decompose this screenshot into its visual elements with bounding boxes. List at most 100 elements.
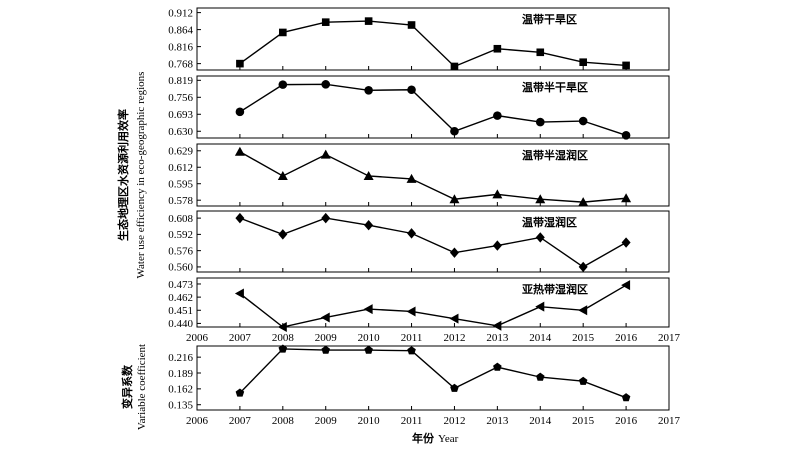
series-line — [239, 151, 627, 203]
x-tick-label: 2011 — [401, 332, 423, 344]
data-point — [235, 107, 245, 117]
data-point — [621, 393, 631, 402]
y-tick-label: 0.768 — [168, 58, 193, 70]
x-tick-label: 2008 — [272, 415, 295, 427]
data-point — [493, 111, 502, 120]
x-tick-label: 2006 — [186, 332, 209, 344]
x-tick-label: 2017 — [658, 415, 681, 427]
data-point — [406, 173, 417, 183]
y-tick-label: 0.189 — [168, 368, 193, 380]
data-point — [535, 372, 545, 381]
data-point — [277, 322, 287, 332]
data-point — [321, 345, 331, 354]
data-point — [234, 146, 245, 156]
data-point — [407, 346, 416, 355]
y-tick-label: 0.162 — [168, 384, 193, 396]
y-tick-label: 0.216 — [168, 352, 193, 364]
x-tick-label: 2010 — [358, 332, 381, 344]
data-point — [449, 194, 460, 204]
x-tick-label: 2014 — [529, 332, 552, 344]
y-axis-title-en: Water use efficiency in eco-geographic r… — [135, 72, 147, 279]
y-tick-label: 0.595 — [168, 179, 193, 191]
data-point — [406, 306, 416, 317]
data-point — [621, 280, 631, 291]
data-point — [279, 28, 287, 37]
panel-frame — [196, 75, 670, 139]
panel-frame — [196, 7, 670, 71]
data-point — [321, 212, 331, 224]
series-line — [239, 348, 627, 399]
y-tick-label: 0.560 — [168, 262, 193, 274]
data-point — [578, 116, 588, 126]
y-tick-label: 0.629 — [168, 146, 193, 158]
data-point — [320, 149, 331, 159]
data-point — [492, 320, 502, 331]
y-tick-label: 0.473 — [168, 279, 193, 291]
y-tick-label: 0.578 — [168, 195, 193, 207]
data-point — [493, 362, 502, 371]
series-line — [239, 217, 627, 268]
data-point — [364, 17, 373, 25]
data-point — [277, 170, 288, 180]
panel-3: 0.629 0.612 0.595 0.578 温带半湿润区 — [168, 143, 670, 207]
x-tick-label: 2008 — [272, 332, 295, 344]
data-point — [236, 59, 244, 68]
data-point — [492, 189, 503, 199]
x-tick-label: 2009 — [315, 332, 338, 344]
x-axis-title: 年份 Year — [412, 431, 459, 445]
panel-label: 温带半干旱区 — [522, 80, 588, 94]
x-tick-label: 2009 — [315, 415, 338, 427]
data-point — [579, 58, 587, 67]
data-point — [364, 220, 374, 231]
y-axis-title2-en: Variable coefficient — [136, 344, 148, 430]
y-tick-label: 0.135 — [168, 400, 193, 412]
data-point — [449, 247, 459, 258]
data-point — [407, 21, 416, 29]
x-tick-label: 2017 — [658, 332, 681, 344]
panel-frame — [196, 345, 670, 411]
data-point — [535, 301, 545, 312]
y-tick-label: 0.440 — [168, 318, 193, 330]
x-tick-label: 2016 — [615, 332, 638, 344]
data-point — [235, 388, 245, 397]
data-point — [278, 344, 288, 353]
data-point — [622, 61, 630, 70]
series-line — [239, 284, 627, 328]
panel-2: 0.819 0.756 0.693 0.630 温带半干旱区 — [168, 75, 670, 140]
series-line — [239, 20, 627, 68]
y-tick-label: 0.816 — [168, 41, 193, 53]
data-point — [450, 126, 459, 136]
data-point — [450, 383, 459, 392]
y-tick-label: 0.693 — [168, 109, 193, 121]
y-tick-label: 0.592 — [168, 229, 193, 241]
data-point — [235, 212, 245, 224]
data-point — [320, 312, 330, 323]
y-tick-label: 0.462 — [168, 292, 193, 304]
data-point — [278, 229, 288, 240]
x-axis-title-cn: 年份 — [412, 431, 435, 445]
data-point — [278, 80, 288, 89]
x-tick-label: 2015 — [572, 415, 595, 427]
data-point — [535, 117, 545, 127]
panel-label: 温带干旱区 — [522, 12, 577, 26]
x-tick-label: 2012 — [443, 415, 465, 427]
data-point — [536, 48, 545, 57]
data-point — [450, 62, 459, 71]
data-point — [407, 85, 416, 95]
panel-label: 温带半湿润区 — [522, 148, 588, 162]
x-tick-labels-2: 2006 2007 2008 2009 2010 2011 2012 2013 2014 2015… — [186, 415, 681, 427]
y-axis-title2-cn: 变异系数 — [120, 364, 134, 409]
data-point — [621, 237, 631, 248]
x-tick-label: 2010 — [358, 415, 381, 427]
y-tick-label: 0.912 — [168, 7, 193, 19]
panel-1: 0.912 0.864 0.816 0.768 温带干旱区 — [168, 7, 670, 71]
data-point — [234, 288, 244, 299]
x-axis-title-en: Year — [438, 433, 459, 445]
data-point — [321, 80, 331, 89]
x-tick-label: 2007 — [229, 332, 252, 344]
data-point — [578, 197, 589, 207]
x-tick-labels-1: 2006 2007 2008 2009 2010 2011 2012 2013 2014 2015… — [186, 332, 681, 344]
data-point — [493, 44, 502, 53]
